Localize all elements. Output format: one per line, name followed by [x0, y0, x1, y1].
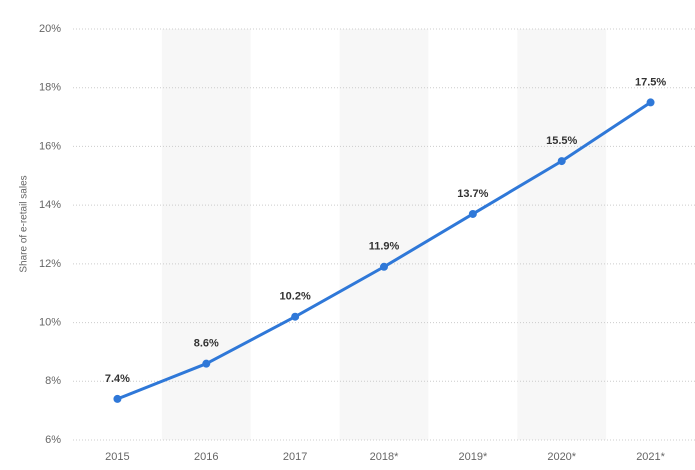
y-axis-label: Share of e-retail sales [19, 175, 30, 272]
column-shade [161, 29, 251, 440]
x-tick-label: 2016 [194, 451, 218, 463]
point [380, 262, 388, 271]
x-tick-label: 2015 [105, 451, 129, 463]
value-label: 11.9% [369, 241, 400, 253]
value-label: 8.6% [194, 338, 219, 350]
y-tick-label: 10% [39, 316, 61, 328]
point [202, 359, 211, 368]
y-tick-label: 16% [39, 140, 61, 152]
y-tick-label: 20% [39, 23, 61, 35]
y-tick-label: 12% [39, 258, 61, 270]
x-tick-label: 2020* [547, 451, 576, 463]
x-tick-label: 2017 [283, 451, 307, 463]
value-label: 15.5% [546, 135, 577, 147]
y-tick-label: 8% [45, 375, 61, 387]
point [557, 157, 566, 166]
column-shade [339, 29, 429, 440]
value-label: 13.7% [457, 188, 488, 200]
point [646, 98, 655, 107]
point [291, 312, 300, 321]
point [468, 209, 477, 218]
value-label: 10.2% [280, 291, 311, 303]
x-tick-label: 2018* [370, 451, 399, 463]
column-shade [517, 29, 607, 440]
x-tick-label: 2021* [636, 451, 665, 463]
value-label: 17.5% [635, 76, 666, 88]
y-tick-label: 14% [39, 199, 61, 211]
x-tick-label: 2019* [458, 451, 487, 463]
point [113, 394, 122, 403]
y-tick-label: 18% [39, 82, 61, 94]
y-tick-label: 6% [45, 434, 61, 446]
value-label: 7.4% [105, 373, 130, 385]
